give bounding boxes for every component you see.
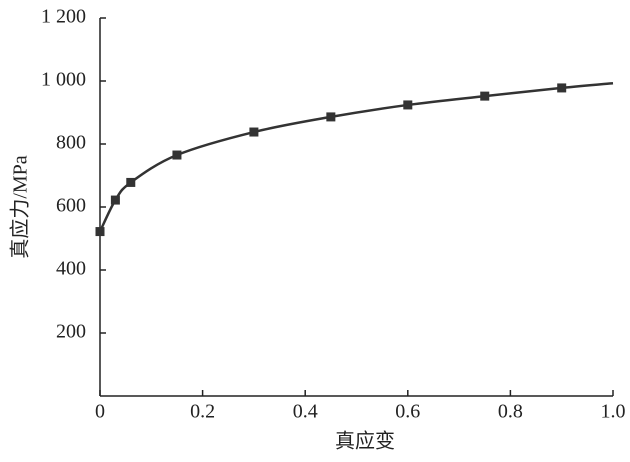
curve (98, 81, 614, 233)
y-tick-label: 800 (56, 132, 86, 154)
x-tick-label: 0.2 (190, 401, 215, 423)
y-axis-title: 真应力/MPa (9, 155, 32, 258)
x-tick-label: 1.0 (601, 401, 626, 423)
marker (126, 177, 136, 187)
y-tick-label: 1 200 (41, 6, 86, 28)
y-tick-label: 1 000 (41, 69, 86, 91)
marker (172, 150, 182, 160)
x-tick-label: 0.8 (498, 401, 523, 423)
y-tick-label: 200 (56, 321, 86, 343)
x-tick-label: 0.6 (395, 401, 420, 423)
marker (403, 100, 413, 110)
marker (110, 195, 120, 205)
y-tick-label: 400 (56, 258, 86, 280)
marker (95, 227, 105, 237)
marker (326, 112, 336, 122)
x-tick-label: 0 (95, 401, 105, 423)
marker (249, 127, 259, 137)
y-tick-label: 600 (56, 195, 86, 217)
marker (557, 83, 567, 93)
x-tick-label: 0.4 (293, 401, 318, 423)
x-axis-title: 真应变 (335, 430, 395, 453)
marker (480, 91, 490, 101)
